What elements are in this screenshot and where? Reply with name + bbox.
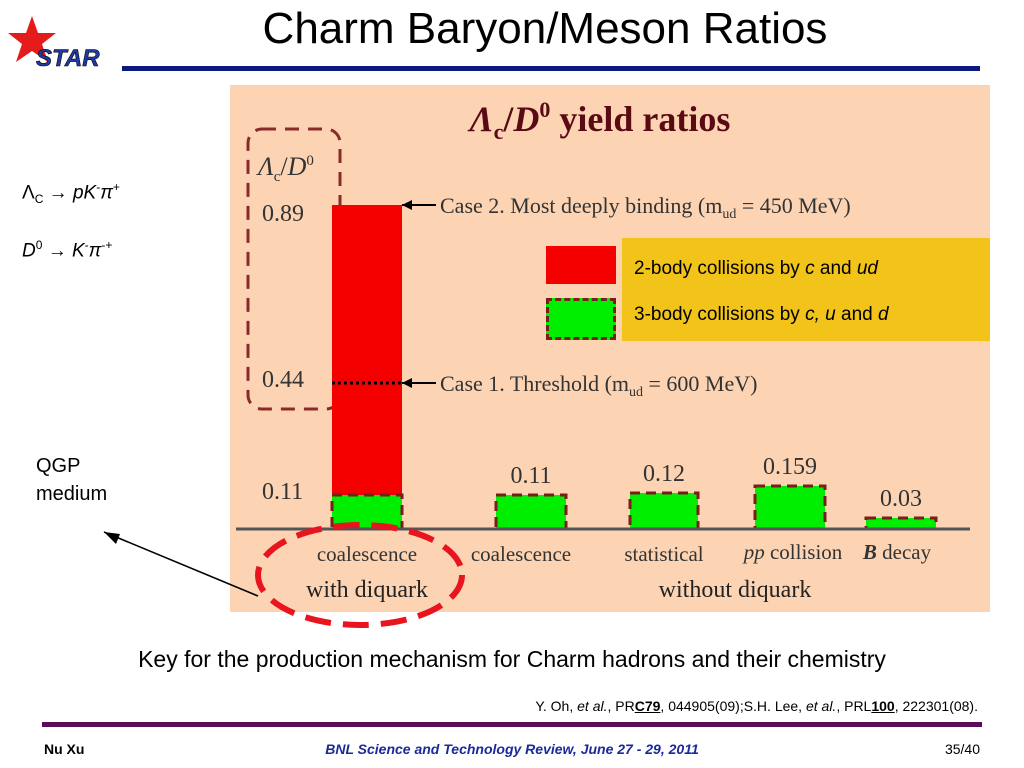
lambda-decay: ΛC → pK-π+ [22, 180, 120, 207]
svg-text:Case 2. Most deeply binding (m: Case 2. Most deeply binding (mud = 450 M… [440, 193, 851, 222]
chart: Λc/D0 yield ratios Λc/D0 0.89 0.44 0.11 … [236, 97, 970, 603]
tick-label-044: 0.44 [262, 367, 304, 393]
star-icon [8, 16, 56, 62]
x-tick-labels: coalescence coalescence statistical pp c… [317, 540, 932, 566]
legend-entry-green: 3-body collisions by c, u and d [634, 304, 889, 325]
slide-caption: Key for the production mechanism for Cha… [138, 646, 886, 672]
case2-annotation: Case 2. Most deeply binding (mud = 450 M… [402, 193, 851, 222]
legend-entry-red: 2-body collisions by c and ud [634, 258, 878, 279]
bar-three-body-2 [494, 493, 568, 531]
x-label-3: statistical [624, 542, 703, 566]
group-label-without-diquark: without diquark [659, 577, 812, 603]
legend: 2-body collisions by c and ud 3-body col… [622, 238, 990, 341]
bar-three-body-1 [330, 493, 404, 531]
tick-label-011: 0.11 [262, 479, 303, 505]
x-label-2: coalescence [471, 542, 571, 566]
x-label-4: pp collision [742, 540, 843, 564]
bar-three-body-4 [753, 484, 827, 531]
bar-value-label-3: 0.12 [643, 461, 685, 487]
footer-page-number: 35/40 [944, 741, 980, 757]
footer-author: Nu Xu [44, 741, 85, 757]
qgp-medium-label: QGP medium [36, 455, 108, 505]
d0-decay: D0 → K-π-+ [22, 238, 113, 262]
footer-event: BNL Science and Technology Review, June … [325, 741, 699, 757]
y-axis-label: Λc/D0 [255, 152, 314, 185]
footer-rule [42, 722, 982, 727]
logo-text: STAR [36, 45, 100, 72]
qgp-arrow-head [104, 532, 120, 544]
chart-title: Λc/D0 yield ratios [467, 97, 731, 144]
legend-swatch-red [546, 246, 616, 284]
bar-two-body-1 [332, 205, 402, 529]
title-rule [122, 66, 980, 71]
group-label-with-diquark: with diquark [306, 577, 428, 603]
legend-swatch-green [546, 298, 616, 340]
bars: 0.11 0.12 0.159 0.03 [330, 205, 938, 531]
tick-label-089: 0.89 [262, 201, 304, 227]
star-logo: STAR [8, 16, 101, 72]
bar-value-label-4: 0.159 [763, 454, 817, 480]
slide-title: Charm Baryon/Meson Ratios [262, 4, 828, 53]
svg-text:Case 1. Threshold (mud = 600 M: Case 1. Threshold (mud = 600 MeV) [440, 371, 757, 400]
case1-annotation: Case 1. Threshold (mud = 600 MeV) [402, 371, 757, 400]
bar-three-body-5 [864, 516, 938, 531]
bar-value-label-5: 0.03 [880, 486, 922, 512]
x-label-5: B decay [862, 540, 932, 564]
bar-value-label-2: 0.11 [510, 463, 551, 489]
bar-three-body-3 [628, 491, 700, 531]
decay-channels: ΛC → pK-π+ D0 → K-π-+ [22, 172, 120, 288]
reference: Y. Oh, et al., PRC79, 044905(09);S.H. Le… [535, 698, 978, 714]
x-label-1: coalescence [317, 542, 417, 566]
